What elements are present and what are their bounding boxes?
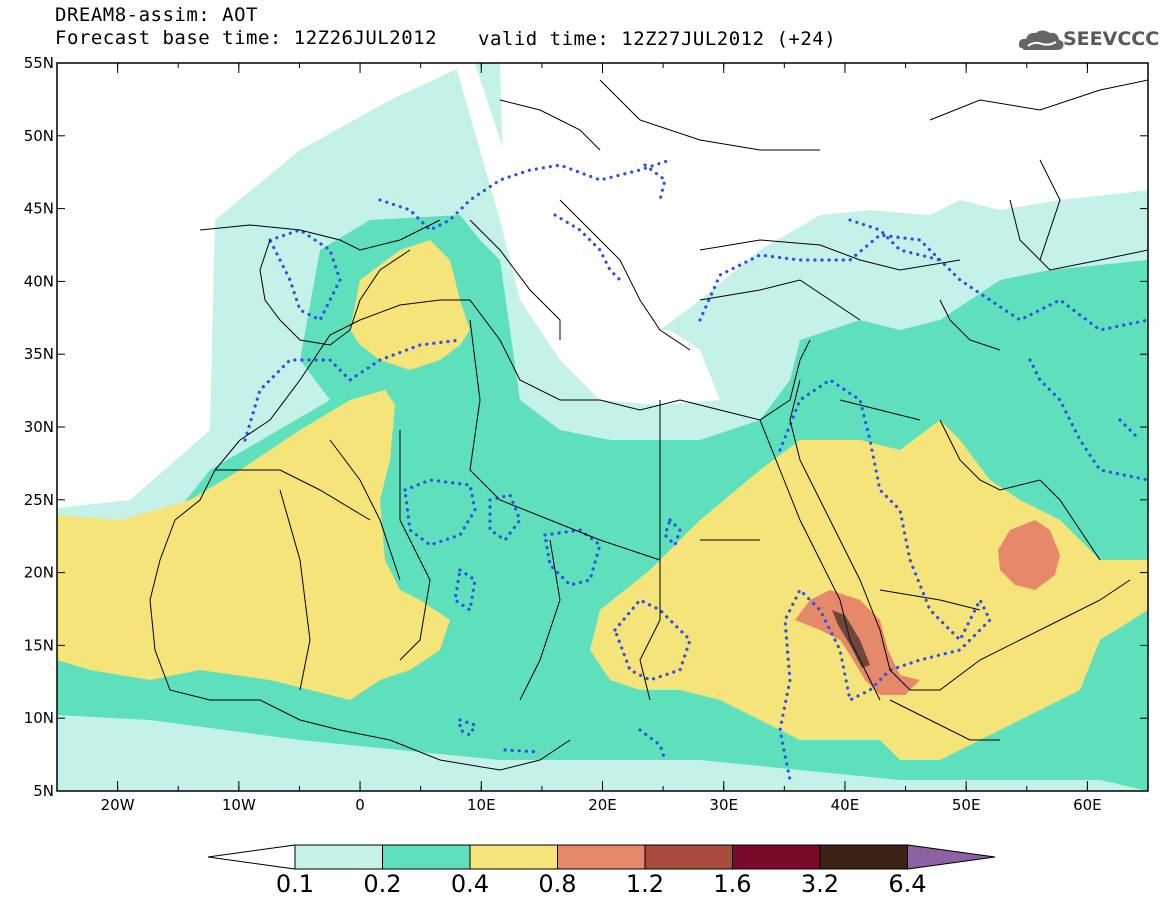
colorbar-labels: 0.1 0.2 0.4 0.8 1.2 1.6 3.2 6.4: [276, 870, 927, 898]
colorbar-level-label: 3.2: [801, 870, 839, 898]
forecast-base-time: Forecast base time: 12Z26JUL2012: [55, 27, 438, 49]
aot-band-0.4-west: [57, 390, 450, 700]
aot-band-0.4-iberia: [350, 240, 470, 370]
colorbar-box: [732, 844, 821, 870]
lon-tick-label: 0: [355, 796, 365, 814]
lat-tick-label: 10N: [24, 709, 54, 727]
lon-tick-label: 50E: [952, 796, 981, 814]
colorbar-box: [819, 844, 908, 870]
lon-tick-label: 10W: [222, 796, 256, 814]
colorbar-box: [469, 844, 558, 870]
longitude-labels: 20W 10W 0 10E 20E 30E 40E 50E 60E: [101, 796, 1102, 814]
contour-lines: [243, 158, 1148, 782]
axis-ticks: [56, 62, 1149, 792]
aot-shading: [57, 63, 1148, 791]
lat-tick-label: 30N: [24, 418, 54, 436]
latitude-labels: 55N 50N 45N 40N 35N 30N 25N 20N 15N 10N 5N: [24, 54, 54, 800]
colorbar-under-triangle: [207, 844, 296, 870]
colorbar-level-label: 1.6: [713, 870, 751, 898]
colorbar-box: [294, 844, 383, 870]
lon-tick-label: 30E: [709, 796, 738, 814]
lat-tick-label: 15N: [24, 636, 54, 654]
colorbar-level-label: 0.2: [363, 870, 401, 898]
lat-tick-label: 45N: [24, 200, 54, 218]
lat-tick-label: 5N: [33, 782, 54, 800]
lat-tick-label: 20N: [24, 564, 54, 582]
valid-time: valid time: 12Z27JUL2012 (+24): [478, 28, 837, 50]
colorbar-level-label: 0.8: [538, 870, 576, 898]
lon-tick-label: 20E: [588, 796, 617, 814]
colorbar-over-triangle: [907, 844, 996, 870]
coastlines: [149, 79, 1148, 771]
lat-tick-label: 40N: [24, 272, 54, 290]
colorbar-level-label: 1.2: [626, 870, 664, 898]
colorbar-level-label: 6.4: [888, 870, 926, 898]
lon-tick-label: 40E: [831, 796, 860, 814]
aot-band-0.4-east: [590, 420, 1148, 760]
lat-tick-label: 25N: [24, 491, 54, 509]
colorbar-box: [382, 844, 471, 870]
lon-tick-label: 10E: [467, 796, 496, 814]
lat-tick-label: 35N: [24, 345, 54, 363]
colorbar: [207, 844, 996, 870]
aot-band-0.8-arabia: [998, 520, 1060, 590]
lon-tick-label: 20W: [101, 796, 135, 814]
colorbar-box: [644, 844, 733, 870]
map-title: DREAM8-assim: AOT: [55, 4, 258, 26]
lon-tick-label: 60E: [1073, 796, 1102, 814]
red-sea: [832, 610, 870, 668]
colorbar-level-label: 0.1: [276, 870, 314, 898]
lat-tick-label: 55N: [24, 54, 54, 72]
colorbar-box: [557, 844, 646, 870]
logo-text: SEEVCCC: [1063, 28, 1160, 50]
cloud-icon: [1018, 30, 1064, 50]
colorbar-level-label: 0.4: [451, 870, 489, 898]
lat-tick-label: 50N: [24, 127, 54, 145]
